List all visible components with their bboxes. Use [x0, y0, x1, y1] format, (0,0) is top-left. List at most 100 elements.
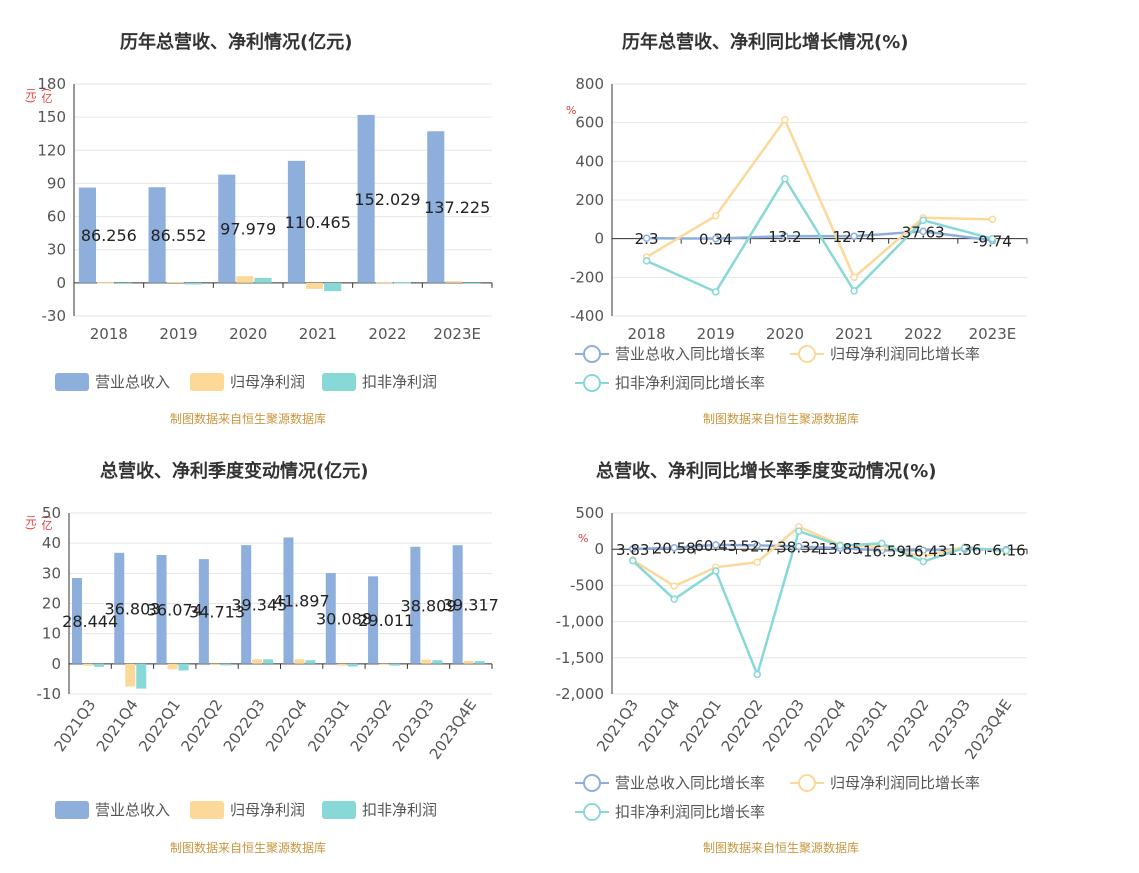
bar-归母净利润 — [166, 281, 184, 283]
data-point — [670, 595, 678, 603]
data-point — [670, 582, 678, 590]
legend-item-revenue[interactable]: 营业总收入 — [55, 799, 170, 820]
data-source-note: 制图数据来自恒生聚源数据库 — [703, 841, 860, 855]
data-label: 41.897 — [274, 592, 330, 611]
data-label: 1.36 — [948, 541, 981, 559]
data-point — [850, 273, 858, 282]
legend-item-netprofit-growth[interactable]: 归母净利润同比增长率 — [790, 343, 980, 364]
bar-归母净利润 — [336, 663, 347, 666]
y-tick-label: 30 — [42, 564, 61, 582]
data-point — [629, 545, 637, 553]
data-label: 0.34 — [699, 231, 732, 249]
bar-扣非净利润 — [184, 282, 202, 285]
bar-营业总收入 — [452, 545, 463, 664]
legend-swatch — [55, 372, 89, 391]
data-point — [670, 543, 678, 552]
data-point — [919, 216, 927, 225]
data-label: 12.74 — [833, 228, 876, 246]
x-tick-label: 2022 — [904, 325, 942, 343]
y-tick-label: 50 — [42, 504, 61, 522]
data-point — [878, 539, 886, 548]
bar-营业总收入 — [156, 555, 167, 664]
bar-扣非净利润 — [305, 660, 316, 664]
legend-label: 归母净利润同比增长率 — [830, 774, 981, 792]
bar-营业总收入 — [148, 187, 166, 283]
data-source-note: 制图数据来自恒生聚源数据库 — [170, 412, 327, 426]
bar-归母净利润 — [125, 663, 136, 687]
data-label: 2.3 — [635, 230, 659, 248]
legend-label: 扣非净利润同比增长率 — [615, 374, 766, 392]
legend-label: 扣非净利润 — [362, 801, 438, 819]
data-source-note: 制图数据来自恒生聚源数据库 — [703, 412, 860, 426]
legend-item-revenue-growth[interactable]: 营业总收入同比增长率 — [575, 772, 765, 793]
y-tick-label: 90 — [47, 174, 66, 192]
data-point — [642, 257, 651, 265]
data-point — [629, 557, 637, 565]
x-tick-label: 2022Q2 — [718, 696, 767, 755]
bar-扣非净利润 — [136, 663, 147, 689]
legend-item-deducted-growth[interactable]: 扣非净利润同比增长率 — [575, 801, 765, 822]
y-tick-label: 150 — [37, 108, 66, 126]
chart-title: 历年总营收、净利情况(亿元) — [120, 32, 353, 53]
data-label: 37.63 — [902, 223, 945, 241]
x-tick-label: 2018 — [627, 325, 665, 343]
x-tick-label: 2020 — [229, 325, 267, 343]
data-point — [753, 558, 761, 566]
data-point — [781, 232, 789, 240]
data-label: 34.713 — [189, 602, 245, 621]
legend-item-deducted[interactable]: 扣非净利润 — [322, 799, 437, 820]
legend-item-netprofit[interactable]: 归母净利润 — [190, 799, 305, 820]
bar-营业总收入 — [283, 537, 294, 664]
y-tick-label: 0 — [594, 540, 604, 558]
data-label: -6.16 — [987, 542, 1026, 560]
data-point — [850, 232, 858, 240]
y-tick-label: 500 — [575, 504, 604, 522]
data-label: 60.43 — [694, 537, 737, 555]
legend-item-netprofit[interactable]: 归母净利润 — [190, 371, 305, 392]
legend-item-deducted-growth[interactable]: 扣非净利润同比增长率 — [575, 372, 765, 393]
y-tick-label: 30 — [47, 241, 66, 259]
y-axis-unit: % — [578, 532, 589, 545]
data-label: 13.2 — [768, 228, 801, 246]
bar-营业总收入 — [198, 559, 209, 664]
bar-扣非净利润 — [347, 663, 358, 667]
data-label: 52.7 — [741, 537, 774, 555]
data-label: 86.256 — [81, 226, 137, 245]
legend-label: 营业总收入 — [95, 373, 171, 391]
legend-item-netprofit-growth[interactable]: 归母净利润同比增长率 — [790, 772, 980, 793]
bar-营业总收入 — [114, 552, 125, 664]
chart-title: 总营收、净利同比增长率季度变动情况(%) — [596, 461, 937, 482]
data-label: 29.011 — [358, 611, 414, 630]
legend-item-revenue[interactable]: 营业总收入 — [55, 371, 170, 392]
data-point — [988, 234, 997, 243]
y-tick-label: -30 — [42, 307, 67, 325]
data-label: -16.43 — [899, 542, 947, 560]
y-tick-label: 800 — [575, 75, 604, 93]
y-tick-label: -1,000 — [556, 613, 604, 631]
data-point — [961, 544, 969, 552]
data-point — [919, 227, 927, 236]
series-line-扣非净利润同比增长率 — [646, 176, 993, 294]
data-point — [712, 567, 720, 575]
series-line-归母净利润同比增长率 — [645, 117, 993, 280]
bar-扣非净利润 — [115, 282, 133, 284]
legend-item-deducted[interactable]: 扣非净利润 — [322, 371, 437, 392]
y-tick-label: -2,000 — [556, 685, 604, 703]
legend-item-revenue-growth[interactable]: 营业总收入同比增长率 — [575, 343, 765, 364]
y-tick-label: 20 — [42, 595, 61, 613]
bar-归母净利润 — [236, 276, 254, 283]
x-tick-label: 2021 — [299, 325, 337, 343]
bar-营业总收入 — [287, 160, 305, 283]
x-tick-label: 2020 — [766, 325, 804, 343]
data-label: 13.85 — [819, 540, 862, 558]
y-axis-unit: % — [566, 104, 577, 117]
bar-扣非净利润 — [432, 660, 443, 664]
data-label: 36.803 — [104, 599, 160, 618]
bar-扣非净利润 — [390, 663, 401, 666]
x-tick-label: 2022Q1 — [676, 696, 725, 755]
data-point — [642, 234, 651, 242]
data-label: -9.74 — [973, 233, 1012, 251]
y-tick-label: 400 — [575, 152, 604, 170]
